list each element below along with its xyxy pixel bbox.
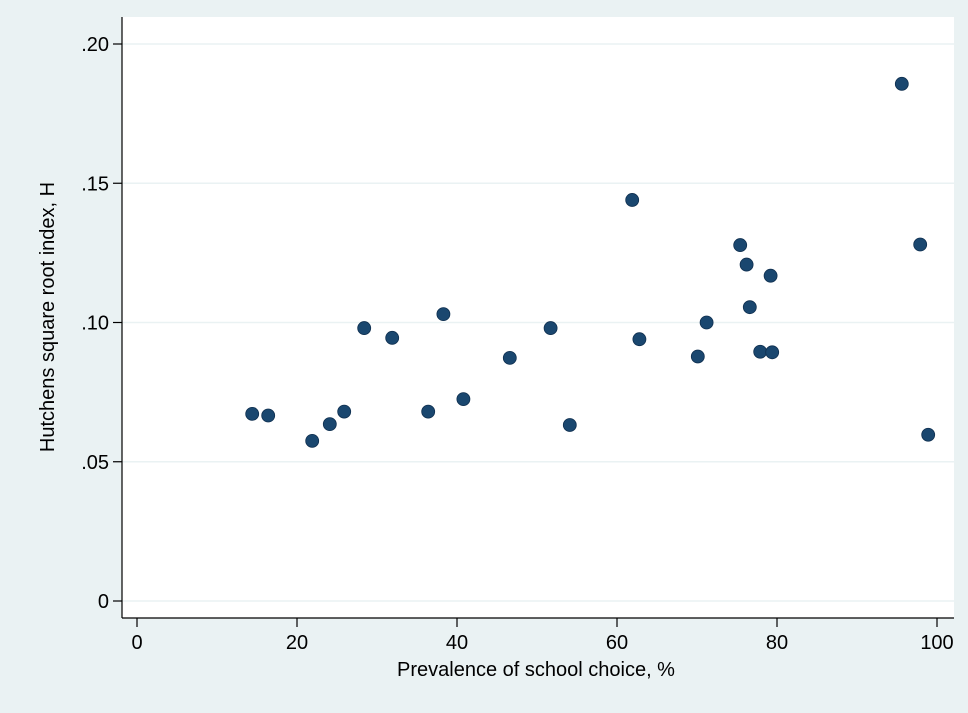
data-point bbox=[385, 330, 400, 345]
x-axis-label: Prevalence of school choice, % bbox=[397, 659, 675, 681]
axes: 0 .05 .10 .15 .20 0 20 40 60 80 100 bbox=[81, 17, 954, 654]
y-tick-label: .20 bbox=[81, 34, 109, 56]
y-axis-label: Hutchens square root index, H bbox=[37, 182, 59, 452]
y-tick-label: .05 bbox=[81, 452, 109, 474]
data-point bbox=[894, 76, 909, 91]
data-point bbox=[739, 257, 754, 272]
x-tick-label: 0 bbox=[131, 632, 142, 654]
data-point bbox=[261, 408, 276, 423]
data-point bbox=[543, 321, 558, 335]
data-point bbox=[690, 349, 705, 364]
x-tick-label: 100 bbox=[920, 632, 953, 654]
data-point bbox=[763, 268, 778, 283]
data-point bbox=[699, 315, 714, 330]
data-point bbox=[921, 427, 936, 442]
x-tick-label: 40 bbox=[446, 632, 468, 654]
y-tick-label: .15 bbox=[81, 173, 109, 195]
data-point bbox=[421, 404, 436, 419]
data-point bbox=[765, 345, 780, 360]
data-point bbox=[913, 237, 928, 252]
plot-area bbox=[122, 17, 954, 618]
x-tick-label: 80 bbox=[766, 632, 788, 654]
data-point bbox=[625, 193, 640, 207]
data-point bbox=[436, 307, 451, 322]
x-tick-label: 20 bbox=[286, 632, 308, 654]
data-point bbox=[632, 332, 647, 347]
y-tick-label: 0 bbox=[98, 591, 109, 613]
data-point bbox=[305, 433, 320, 448]
data-points bbox=[245, 76, 936, 448]
data-point bbox=[245, 406, 260, 421]
data-point bbox=[742, 300, 757, 315]
data-point bbox=[337, 404, 352, 419]
y-tick-label: .10 bbox=[81, 313, 109, 335]
data-point bbox=[733, 238, 748, 252]
data-point bbox=[322, 417, 337, 432]
x-tick-label: 60 bbox=[606, 632, 628, 654]
data-point bbox=[753, 344, 768, 359]
data-point bbox=[456, 392, 471, 406]
data-point bbox=[562, 418, 577, 432]
data-point bbox=[502, 350, 517, 365]
gridlines bbox=[122, 43, 954, 602]
data-point bbox=[357, 321, 372, 335]
